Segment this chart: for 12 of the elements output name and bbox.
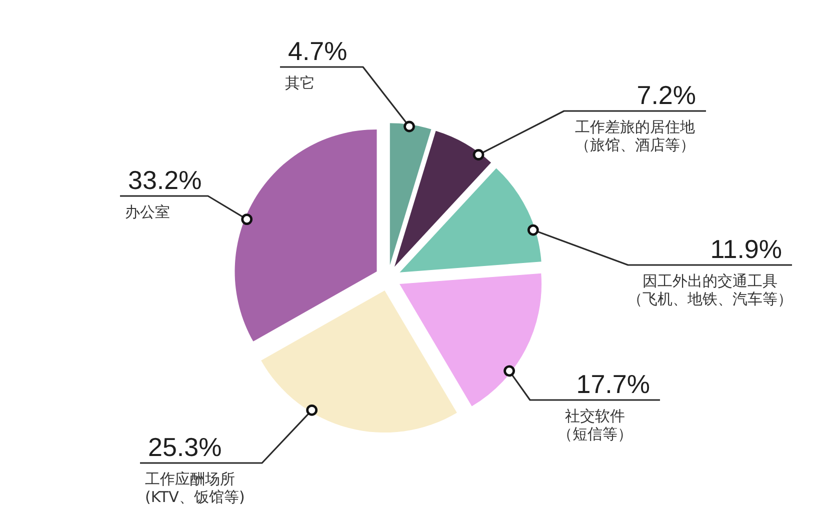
- data-label: 17.7%: [576, 369, 650, 399]
- data-label: 4.7%: [288, 36, 348, 66]
- data-label: 11.9%: [710, 234, 782, 264]
- slice-label: 办公室: [125, 203, 170, 221]
- data-label: 33.2%: [128, 165, 202, 195]
- slice-label: 社交软件（短信等）: [558, 407, 632, 443]
- slice-label: 工作应酬场所(KTV、饭馆等): [145, 470, 245, 506]
- slice-label: 其它: [285, 74, 315, 92]
- data-label: 7.2%: [636, 80, 696, 110]
- data-label: 25.3%: [148, 432, 222, 462]
- slice-label: 工作差旅的居住地（旅馆、酒店等）: [575, 118, 695, 154]
- slice-label: 因工外出的交通工具（飞机、地铁、汽车等）: [628, 272, 792, 308]
